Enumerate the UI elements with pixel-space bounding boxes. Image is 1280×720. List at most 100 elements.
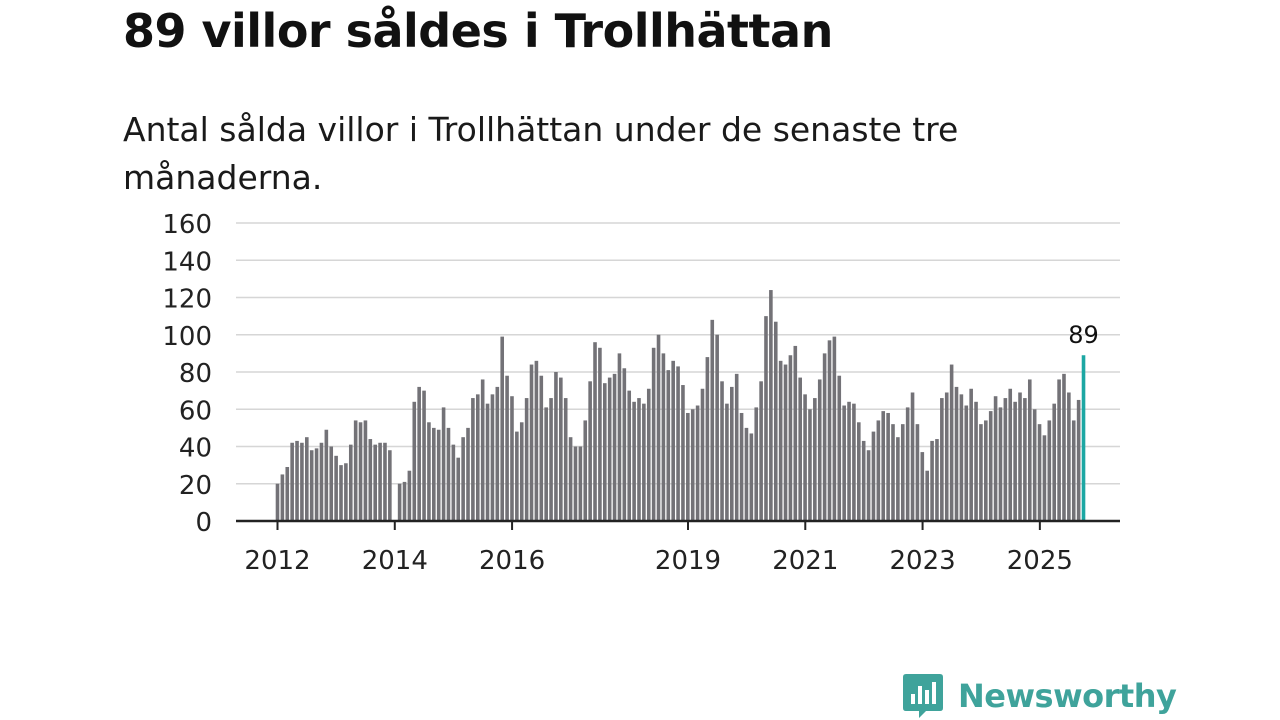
bar-chart-speech-bubble-icon [903, 674, 943, 718]
y-tick-label: 60 [179, 396, 212, 426]
bar [383, 442, 387, 521]
bar [515, 431, 519, 521]
bar [734, 373, 739, 521]
annotations: 89 [1068, 321, 1099, 349]
bar [803, 394, 807, 521]
bar [881, 411, 886, 521]
bar [397, 483, 402, 521]
x-tick-label: 2021 [772, 546, 838, 576]
bar [646, 388, 651, 521]
bar [544, 407, 548, 521]
highlight-value-label: 89 [1068, 321, 1099, 349]
bar [436, 429, 441, 521]
bar [539, 375, 544, 521]
bar [827, 340, 832, 521]
bar [1027, 379, 1032, 521]
bar [754, 407, 759, 521]
bar [778, 360, 783, 521]
bar [681, 385, 685, 521]
bar [485, 403, 490, 521]
bar [964, 405, 969, 521]
bar [861, 440, 866, 521]
bar [940, 398, 944, 521]
bar [490, 394, 495, 521]
bar [524, 398, 529, 521]
bar [583, 420, 588, 521]
x-tick-label: 2016 [479, 546, 545, 576]
bar [344, 463, 348, 521]
bar [290, 442, 294, 521]
bar [671, 360, 675, 521]
bar [891, 424, 895, 521]
bar [373, 444, 377, 521]
bar [686, 412, 690, 521]
bar [974, 401, 978, 521]
bar [949, 364, 954, 521]
bar [676, 366, 680, 521]
bar [866, 450, 871, 521]
bar [358, 422, 363, 521]
bar [568, 437, 573, 521]
bar [925, 470, 929, 521]
bar [334, 455, 338, 521]
bar [348, 444, 353, 521]
x-tick-label: 2014 [362, 546, 428, 576]
bar [573, 446, 578, 521]
bar [959, 394, 964, 521]
y-tick-label: 40 [179, 434, 212, 464]
bar [666, 370, 671, 521]
bar [422, 390, 426, 522]
y-tick-label: 80 [179, 359, 212, 389]
y-tick-label: 20 [179, 471, 212, 501]
bar [710, 319, 715, 521]
bar [905, 407, 910, 521]
bar [305, 437, 309, 521]
bar [822, 353, 827, 522]
bar [475, 394, 480, 521]
bar [764, 316, 768, 522]
bar [637, 398, 641, 521]
bar [500, 336, 505, 521]
x-tick-label: 2025 [1007, 546, 1073, 576]
y-tick-label: 160 [162, 210, 212, 240]
bar [412, 401, 417, 521]
y-tick-label: 140 [162, 247, 212, 277]
bar [1057, 379, 1061, 521]
bar [769, 290, 773, 521]
bar [563, 398, 568, 521]
bar [1052, 403, 1057, 521]
bar [300, 442, 304, 521]
bar [642, 403, 646, 521]
bar [739, 412, 744, 521]
bar [725, 403, 729, 521]
bar [627, 390, 632, 522]
bar [612, 373, 617, 521]
bar [730, 386, 734, 521]
bar [285, 466, 290, 521]
bar [495, 386, 500, 521]
bar [632, 401, 636, 521]
bar [456, 457, 461, 521]
bar [984, 420, 988, 521]
bar [793, 345, 798, 521]
bar [549, 398, 553, 521]
bar [554, 372, 558, 521]
y-tick-label: 120 [162, 285, 212, 315]
chart-title: 89 villor såldes i Trollhättan [123, 4, 833, 58]
bar [593, 342, 597, 521]
bar [954, 386, 959, 521]
y-axis: 0 20 40 60 80 100 120 140 160 [162, 210, 212, 538]
bar [519, 422, 524, 521]
bar [656, 334, 661, 521]
bar [441, 407, 446, 521]
bar [466, 427, 470, 522]
bar [930, 440, 934, 521]
bar [363, 420, 368, 521]
bar [378, 442, 382, 521]
x-tick-label: 2012 [244, 546, 310, 576]
y-tick-label: 0 [195, 508, 212, 538]
bar [847, 401, 851, 521]
bar [1018, 392, 1022, 521]
bars [275, 290, 1086, 522]
bar [857, 422, 861, 521]
